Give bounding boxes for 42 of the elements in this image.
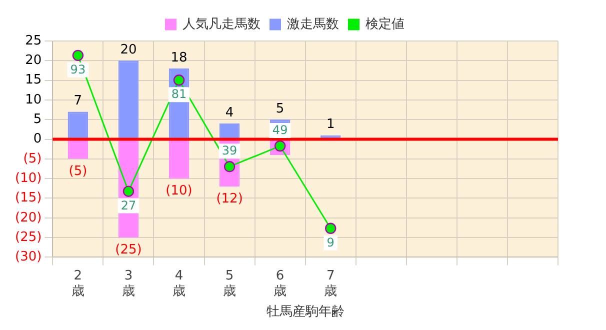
x-axis-title: 牡馬産駒年齢 [266,304,344,320]
point [72,50,84,62]
y-tick-label: 0 [33,132,42,147]
x-tick-label: 4歳 [172,268,186,299]
x-tick-label: 5歳 [223,268,236,299]
data-label: (25) [115,242,142,258]
y-tick-label: (25) [15,230,42,245]
y-tick-label: 10 [25,92,42,108]
x-tick-label: 2歳 [71,268,84,299]
point [173,74,185,86]
y-tick-label: (30) [15,250,42,265]
data-label: 49 [272,123,288,138]
legend-label: 検定値 [365,16,404,32]
point [122,186,134,197]
data-label: 81 [171,87,187,102]
y-tick-label: 25 [25,33,42,48]
data-label: 5 [276,101,284,116]
data-label: 4 [225,105,234,120]
y-tick-label: 5 [33,112,42,127]
point [325,222,336,234]
data-label: 18 [170,50,188,66]
data-label: 27 [120,198,136,212]
data-label: 9 [326,236,334,250]
x-tick-label: 3歳 [122,268,135,299]
y-tick-label: 20 [25,53,42,68]
legend-label: 人気凡走馬数 [182,16,260,32]
data-label: 1 [326,117,335,132]
y-tick-label: (5) [23,151,42,166]
data-label: (10) [166,183,192,198]
data-label: 7 [74,94,82,109]
y-tick-label: (15) [15,190,42,206]
x-tick-label: 6歳 [274,268,287,299]
y-tick-label: 15 [25,72,42,88]
data-label: (12) [216,191,243,206]
data-label: 93 [70,62,86,77]
y-tick-label: (20) [15,210,42,226]
x-tick-label: 7歳 [324,268,338,299]
legend-label: 激走馬数 [286,16,339,32]
data-label: 39 [222,144,238,158]
data-label: (5) [68,164,88,179]
y-tick-label: (10) [15,170,42,186]
data-label: 20 [120,42,137,58]
